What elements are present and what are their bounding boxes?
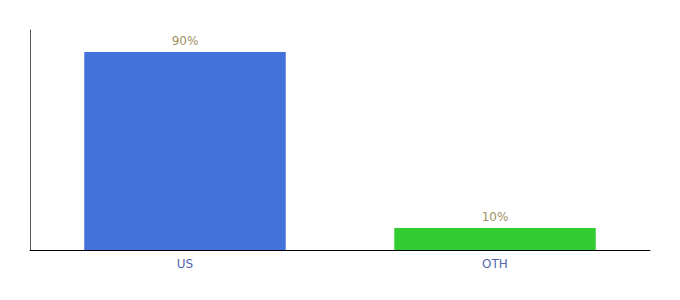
svg-text:90%: 90% xyxy=(172,34,199,48)
svg-text:US: US xyxy=(177,257,193,271)
svg-text:OTH: OTH xyxy=(482,257,508,271)
svg-text:10%: 10% xyxy=(482,210,509,224)
